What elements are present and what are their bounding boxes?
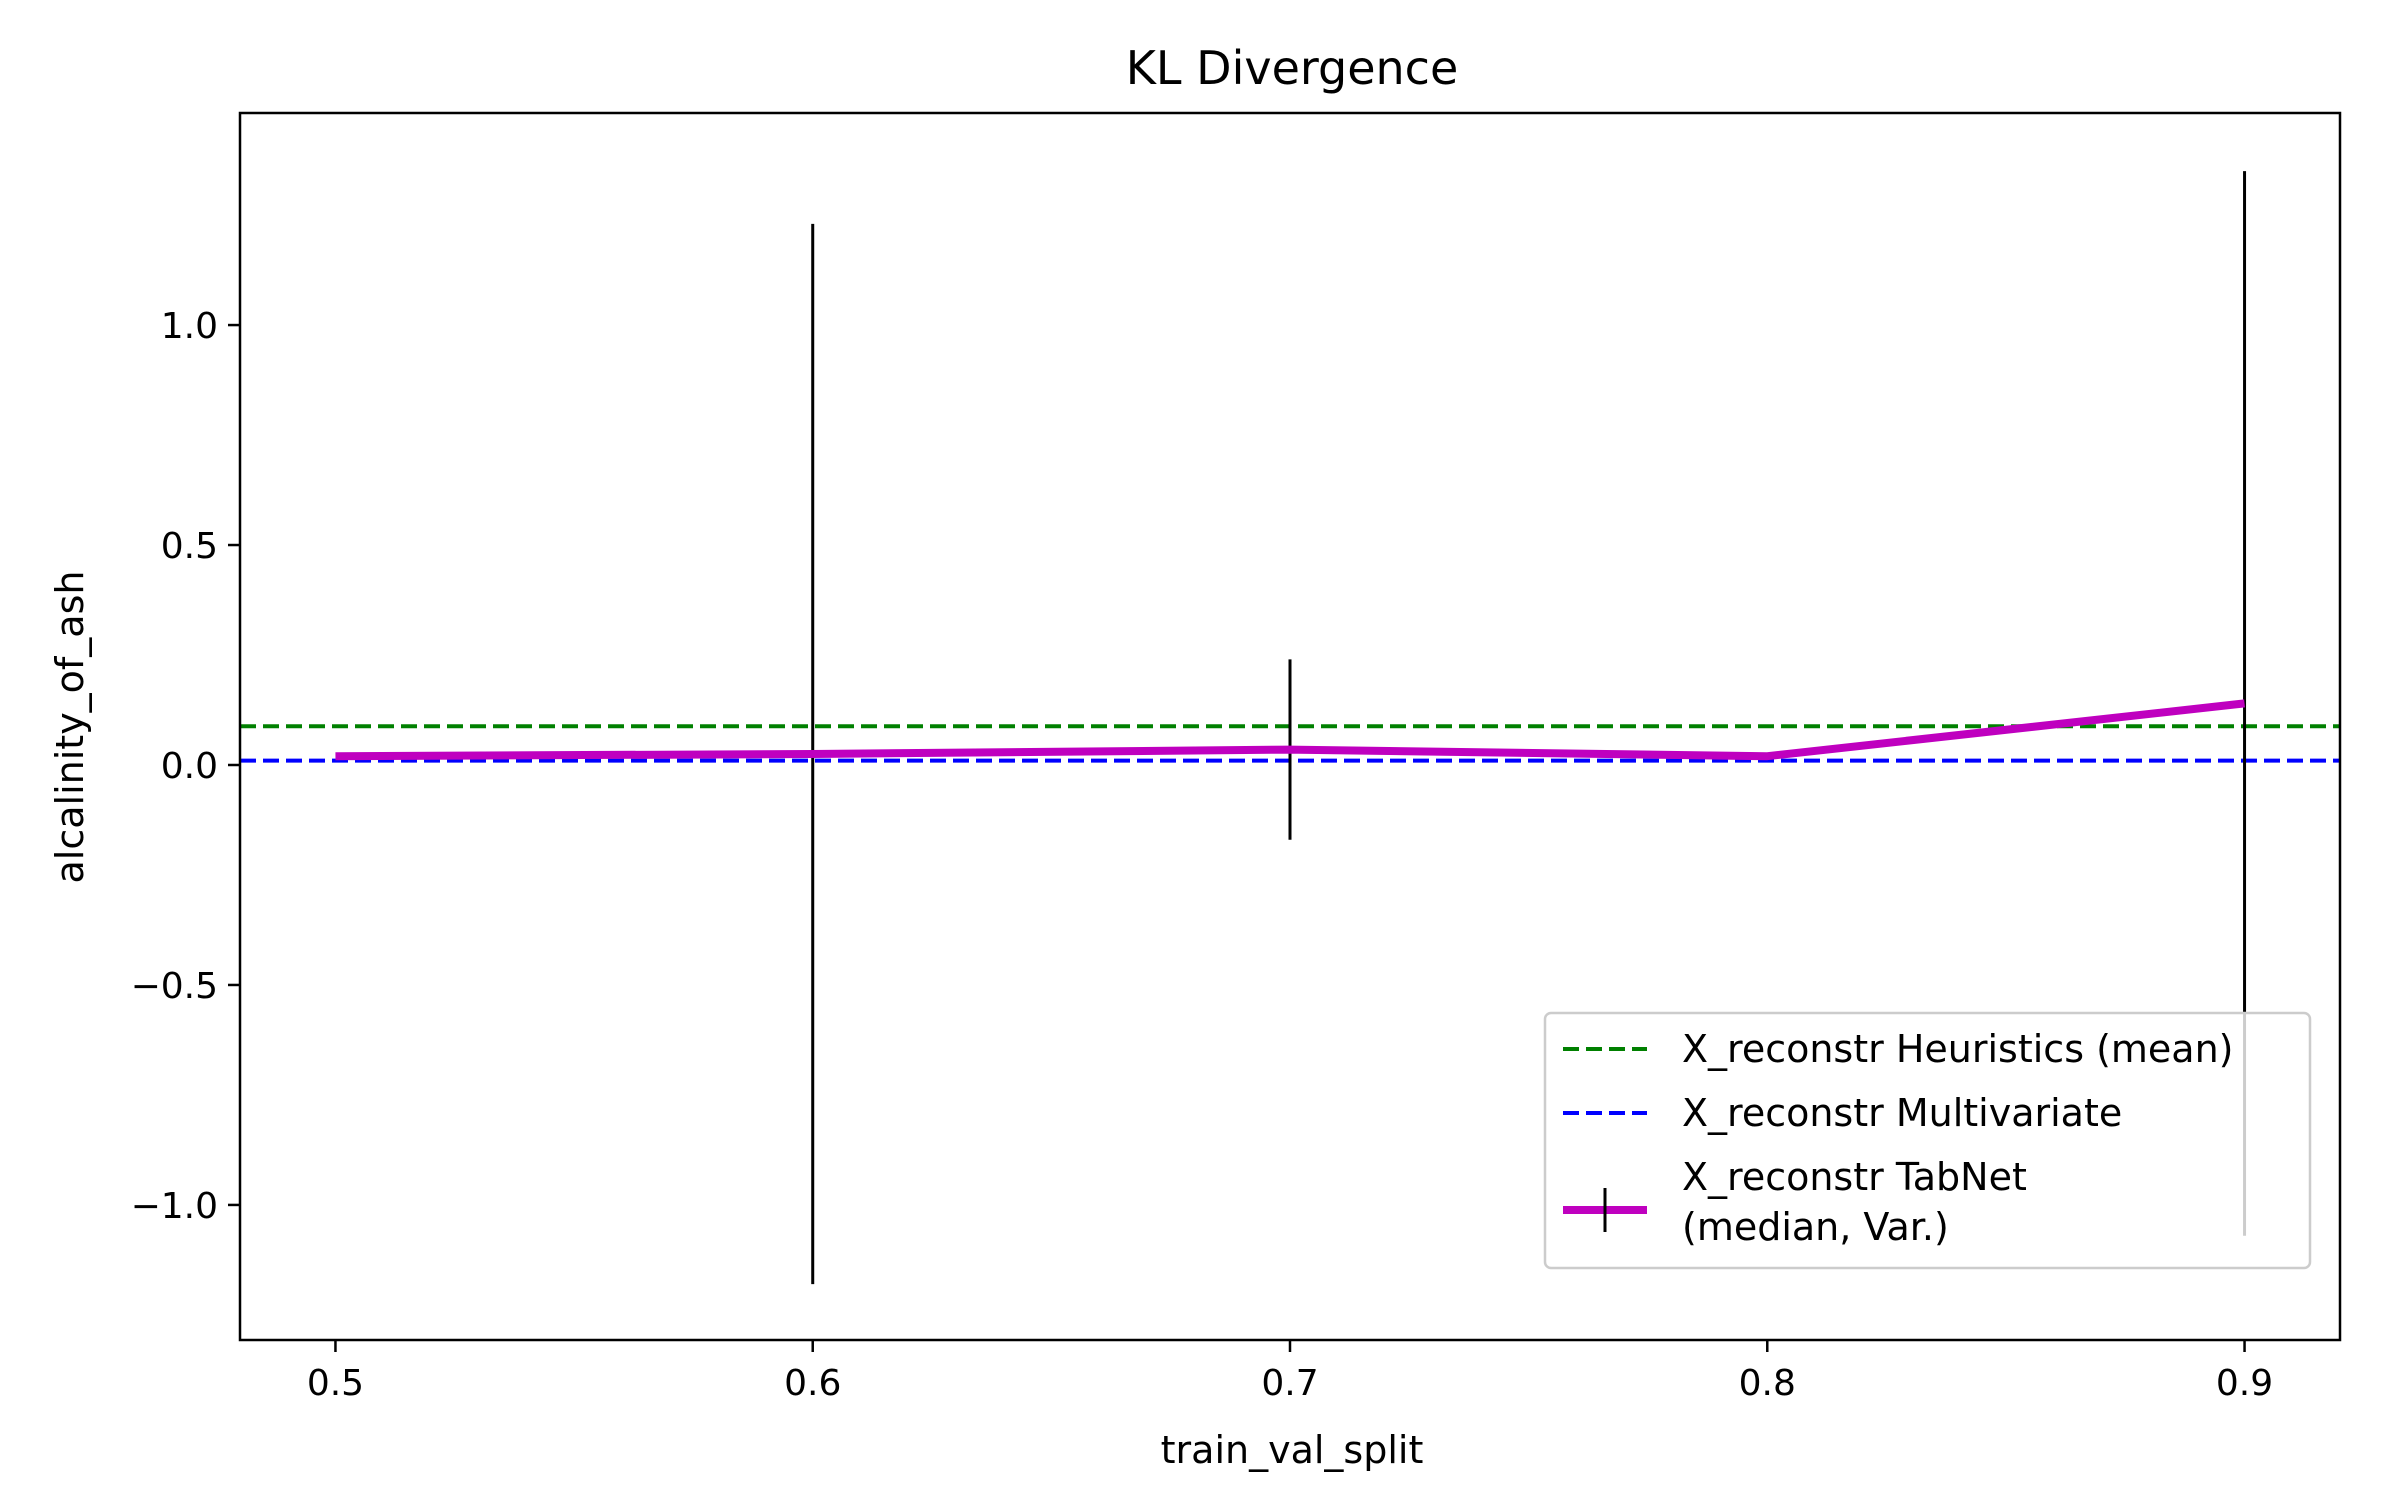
legend-box (1543, 1011, 2312, 1270)
legend-label: X_reconstr Multivariate (1682, 1091, 2122, 1135)
y-tick-label: −0.5 (131, 966, 218, 1007)
x-axis-label: train_val_split (1161, 1428, 1424, 1472)
y-axis-ticks: −1.0 −0.5 0.0 0.5 1.0 (131, 306, 240, 1227)
x-tick-label: 0.8 (1739, 1363, 1796, 1404)
x-tick-label: 0.7 (1261, 1363, 1318, 1404)
y-tick-label: 0.0 (161, 746, 218, 787)
x-axis-ticks: 0.5 0.6 0.7 0.8 0.9 (307, 1340, 2273, 1404)
plot-area (240, 171, 2340, 1285)
y-tick-label: −1.0 (131, 1186, 218, 1227)
legend-label: X_reconstr TabNet (1682, 1155, 2027, 1199)
y-tick-label: 1.0 (161, 306, 218, 347)
x-tick-label: 0.9 (2216, 1363, 2273, 1404)
legend-label: (median, Var.) (1682, 1205, 1949, 1249)
x-tick-label: 0.6 (784, 1363, 841, 1404)
y-tick-label: 0.5 (161, 526, 218, 567)
chart-title: KL Divergence (1126, 41, 1459, 95)
legend: X_reconstr Heuristics (mean) X_reconstr M… (1543, 1011, 2312, 1270)
series-line-1 (335, 699, 2245, 761)
y-axis-label: alcalinity_of_ash (48, 571, 92, 884)
legend-label: X_reconstr Heuristics (mean) (1682, 1027, 2233, 1071)
x-tick-label: 0.5 (307, 1363, 364, 1404)
